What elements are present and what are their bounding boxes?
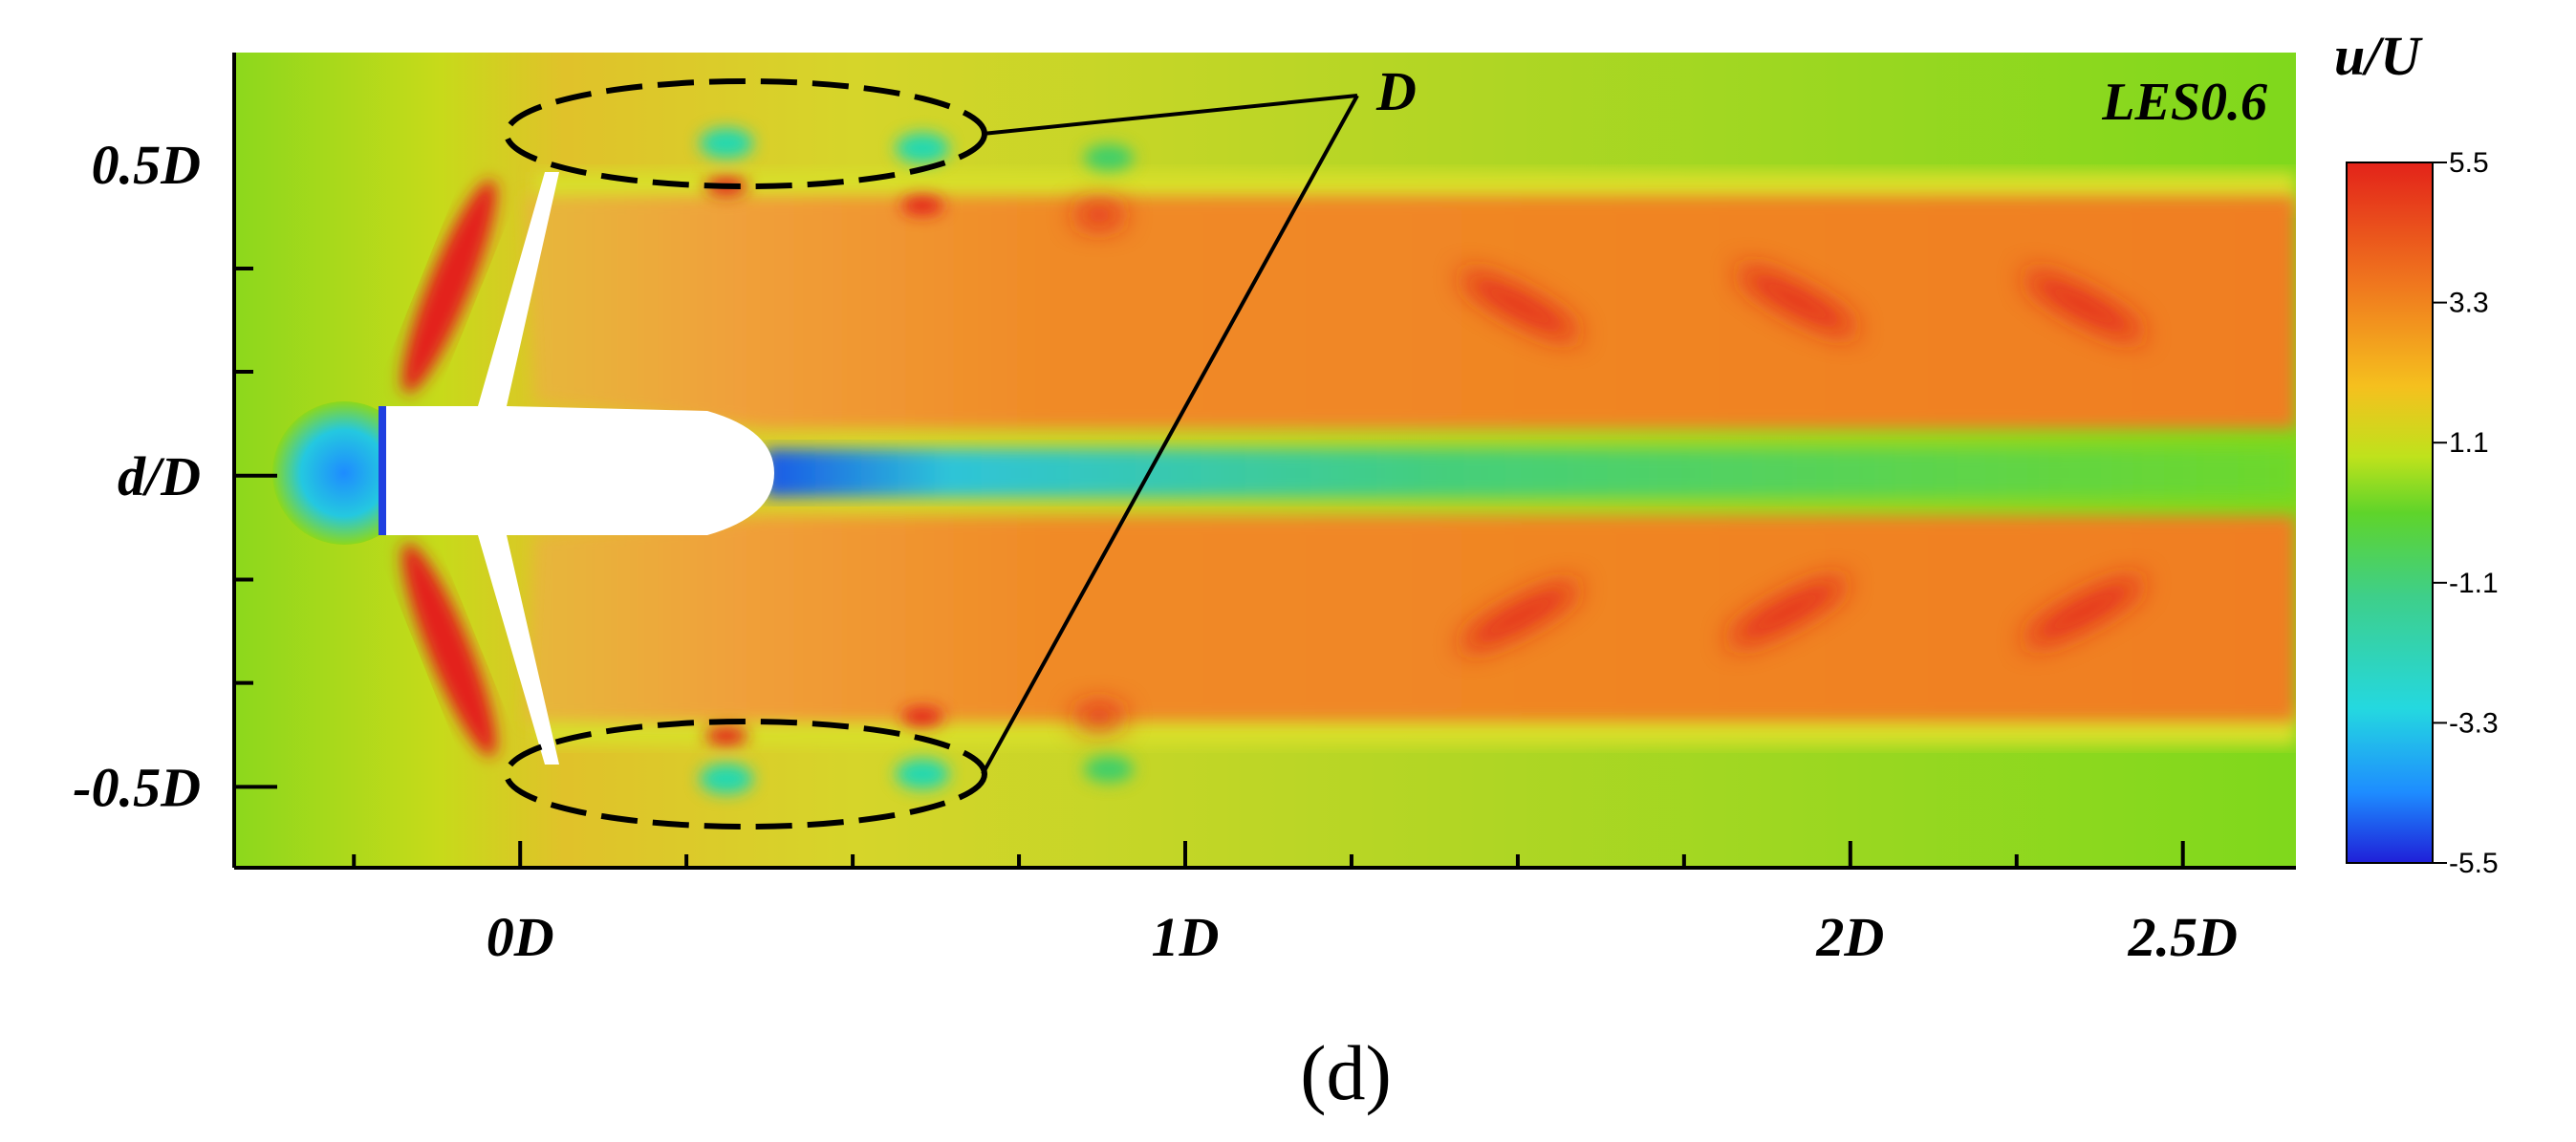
y-axis-ticks: 0.5D d/D -0.5D (73, 134, 277, 818)
annotation-label: D (1375, 60, 1417, 122)
y-tick-label: -0.5D (73, 756, 201, 818)
x-tick-label: 1D (1152, 906, 1220, 968)
colorbar-tick-label: -1.1 (2449, 568, 2499, 599)
upper-inflow-hotspot (401, 180, 497, 394)
velocity-contour-field (234, 53, 2296, 868)
colorbar-ticks: 5.5 3.3 1.1 -1.1 -3.3 -5.5 (2433, 147, 2499, 879)
wake-streaks (1074, 204, 2144, 728)
colorbar-tick-label: -5.5 (2449, 848, 2499, 879)
colorbar-tick-label: 3.3 (2449, 288, 2489, 319)
lower-wake (526, 516, 2296, 722)
colorbar-tick-label: 5.5 (2449, 147, 2489, 179)
hub-jet (765, 449, 2296, 497)
colorbar-tick-label: -3.3 (2449, 707, 2499, 739)
colorbar-title: u/U (2334, 25, 2423, 87)
plot-frame (232, 53, 2296, 870)
x-tick-label: 2.5D (2128, 906, 2238, 968)
x-tick-label: 2D (1815, 906, 1884, 968)
lower-leader-line (981, 95, 1359, 775)
x-tick-label: 0D (487, 906, 554, 968)
lower-inflow-hotspot (401, 543, 497, 757)
y-tick-label: d/D (118, 445, 201, 507)
y-tick-label: 0.5D (92, 134, 201, 196)
turbine-body (382, 172, 774, 765)
colorbar-gradient (2346, 162, 2434, 864)
x-axis-ticks: 0D 1D 2D 2.5D (352, 841, 2238, 968)
tip-vortices (700, 128, 1134, 794)
colorbar: u/U 5.5 3.3 1.1 -1.1 -3.3 -5.5 (2334, 25, 2499, 879)
upper-leader-line (982, 94, 1358, 136)
figure-caption: (d) (1300, 1029, 1392, 1116)
case-label: LES0.6 (2101, 73, 2267, 132)
colorbar-tick-label: 1.1 (2449, 427, 2489, 459)
hub-edge (379, 406, 386, 535)
tip-vortex-annotations (504, 78, 1359, 830)
upper-wake (526, 196, 2296, 428)
